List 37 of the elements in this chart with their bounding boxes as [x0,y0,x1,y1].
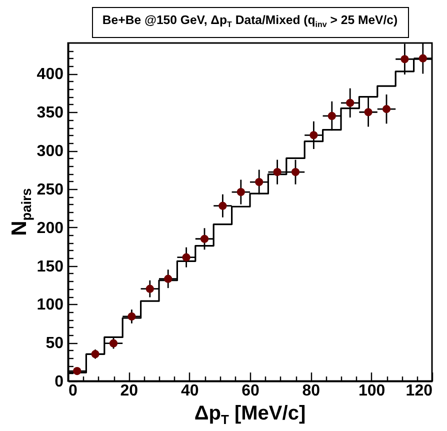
x-tick-label: 40 [180,382,199,400]
point [346,98,354,107]
point [128,312,136,321]
point [418,54,427,62]
point [310,131,318,140]
point [146,284,154,293]
point [255,178,264,186]
x-tick-label: 120 [406,382,433,400]
x-tick-label: 80 [302,382,320,400]
x-tick-label: 100 [358,382,386,400]
point [73,366,82,376]
point [200,234,209,243]
y-tick-label: 300 [36,143,64,160]
x-tick-label: 0 [68,382,78,400]
chart-title: Be+Be @150 GeV, Δp$_{T}$ Data/Mixed (q$_{inv}$ > 25 MeV/c) [102,13,398,30]
x-tick-label: 60 [242,382,260,400]
point [400,55,409,64]
point [364,108,372,116]
point [109,339,118,348]
y-tick-label: 50 [46,335,64,352]
x-tick-label: 20 [120,382,138,400]
y-tick-label: 200 [36,220,64,237]
y-tick-label: 150 [36,258,64,276]
point [236,188,245,196]
y-tick-label: 400 [36,66,64,84]
point [91,350,100,358]
point [291,168,300,176]
y-tick-label: 100 [36,296,64,314]
point [182,253,190,262]
y-tick-label: 350 [36,104,64,122]
point [218,202,227,210]
point [273,168,282,176]
x-axis-title: Δp$_{T}$ [MeV/c] [194,402,306,428]
point [382,105,391,114]
y-tick-label: 250 [36,181,64,198]
point [328,112,336,120]
point [164,274,172,283]
